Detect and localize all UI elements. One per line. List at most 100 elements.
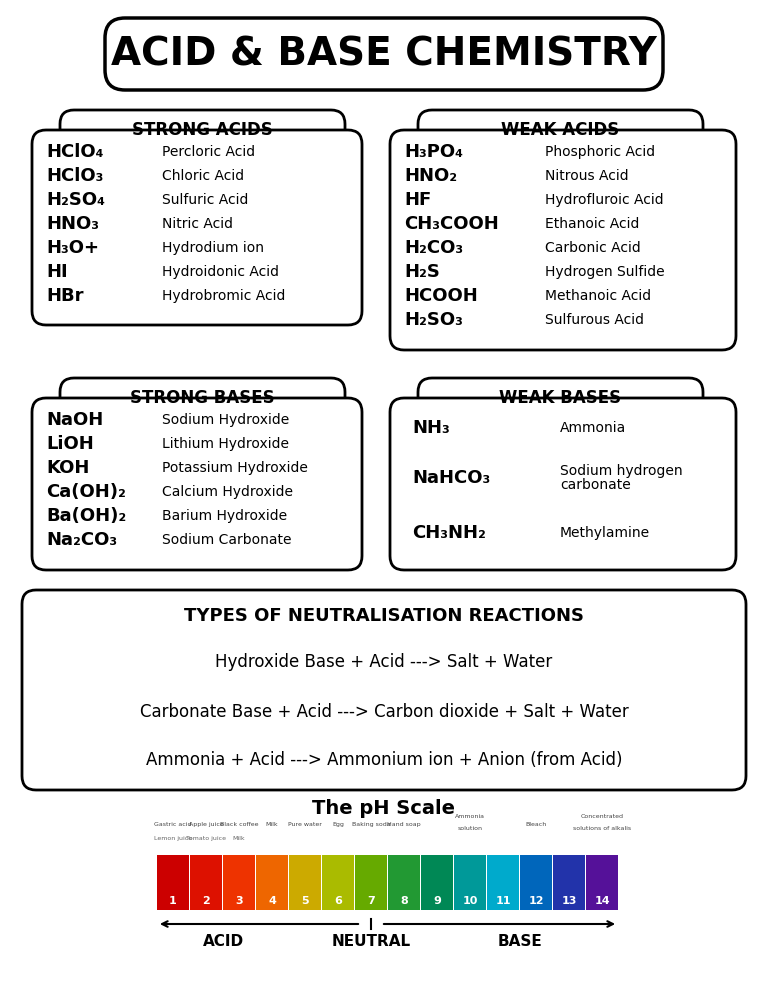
- Text: H₃O+: H₃O+: [46, 239, 99, 257]
- Text: Na₂CO₃: Na₂CO₃: [46, 531, 118, 549]
- Text: Phosphoric Acid: Phosphoric Acid: [545, 145, 655, 159]
- FancyBboxPatch shape: [256, 855, 288, 910]
- Text: WEAK ACIDS: WEAK ACIDS: [502, 121, 620, 139]
- Text: WEAK BASES: WEAK BASES: [499, 389, 621, 407]
- Text: 4: 4: [268, 896, 276, 906]
- Text: 3: 3: [235, 896, 243, 906]
- Text: 7: 7: [367, 896, 375, 906]
- Text: 9: 9: [433, 896, 441, 906]
- Text: Carbonic Acid: Carbonic Acid: [545, 241, 641, 255]
- Text: Ethanoic Acid: Ethanoic Acid: [545, 217, 640, 231]
- FancyBboxPatch shape: [487, 855, 519, 910]
- Text: Ammonia + Acid ---> Ammonium ion + Anion (from Acid): Ammonia + Acid ---> Ammonium ion + Anion…: [146, 751, 622, 769]
- Text: solution: solution: [458, 826, 482, 831]
- FancyBboxPatch shape: [223, 855, 255, 910]
- Text: Hand soap: Hand soap: [387, 822, 421, 827]
- FancyBboxPatch shape: [60, 378, 345, 418]
- FancyBboxPatch shape: [60, 110, 345, 150]
- Text: Barium Hydroxide: Barium Hydroxide: [162, 509, 287, 523]
- Text: HClO₄: HClO₄: [46, 143, 104, 161]
- Text: TYPES OF NEUTRALISATION REACTIONS: TYPES OF NEUTRALISATION REACTIONS: [184, 607, 584, 625]
- FancyBboxPatch shape: [418, 378, 703, 418]
- Text: Milk: Milk: [233, 836, 245, 841]
- Text: Potassium Hydroxide: Potassium Hydroxide: [162, 461, 308, 475]
- Text: 6: 6: [334, 896, 342, 906]
- Text: Calcium Hydroxide: Calcium Hydroxide: [162, 485, 293, 499]
- Text: Chloric Acid: Chloric Acid: [162, 169, 244, 183]
- FancyBboxPatch shape: [388, 855, 420, 910]
- FancyBboxPatch shape: [586, 855, 618, 910]
- Text: Carbonate Base + Acid ---> Carbon dioxide + Salt + Water: Carbonate Base + Acid ---> Carbon dioxid…: [140, 703, 628, 721]
- Text: HClO₃: HClO₃: [46, 167, 104, 185]
- Text: H₂S: H₂S: [404, 263, 440, 281]
- Text: NEUTRAL: NEUTRAL: [332, 934, 411, 949]
- Text: Baking soda: Baking soda: [352, 822, 390, 827]
- FancyBboxPatch shape: [520, 855, 552, 910]
- Text: HCOOH: HCOOH: [404, 287, 478, 305]
- FancyBboxPatch shape: [553, 855, 585, 910]
- Text: Milk: Milk: [266, 822, 278, 827]
- Text: 11: 11: [495, 896, 511, 906]
- Text: Percloric Acid: Percloric Acid: [162, 145, 255, 159]
- Text: 13: 13: [561, 896, 577, 906]
- Text: Black coffee: Black coffee: [220, 822, 258, 827]
- Text: HI: HI: [46, 263, 68, 281]
- FancyBboxPatch shape: [289, 855, 321, 910]
- Text: Sulfurous Acid: Sulfurous Acid: [545, 313, 644, 327]
- Text: Hydroxide Base + Acid ---> Salt + Water: Hydroxide Base + Acid ---> Salt + Water: [215, 653, 553, 671]
- Text: 12: 12: [528, 896, 544, 906]
- Text: H₂SO₃: H₂SO₃: [404, 311, 463, 329]
- Text: 10: 10: [462, 896, 478, 906]
- Text: HNO₂: HNO₂: [404, 167, 457, 185]
- Text: Hydroidonic Acid: Hydroidonic Acid: [162, 265, 279, 279]
- FancyBboxPatch shape: [105, 18, 663, 90]
- Text: 8: 8: [400, 896, 408, 906]
- FancyBboxPatch shape: [322, 855, 354, 910]
- Text: HF: HF: [404, 191, 432, 209]
- Text: Ba(OH)₂: Ba(OH)₂: [46, 507, 126, 525]
- Text: NH₃: NH₃: [412, 419, 450, 437]
- Text: Nitric Acid: Nitric Acid: [162, 217, 233, 231]
- Text: Pure water: Pure water: [288, 822, 322, 827]
- Text: Hydrodium ion: Hydrodium ion: [162, 241, 264, 255]
- Text: The pH Scale: The pH Scale: [313, 798, 455, 817]
- Text: Apple juice: Apple juice: [189, 822, 223, 827]
- Text: Ammonia: Ammonia: [560, 421, 626, 435]
- Text: H₂SO₄: H₂SO₄: [46, 191, 105, 209]
- Text: ACID: ACID: [203, 934, 243, 949]
- Text: Nitrous Acid: Nitrous Acid: [545, 169, 629, 183]
- Text: Gastric acid: Gastric acid: [154, 822, 192, 827]
- FancyBboxPatch shape: [22, 590, 746, 790]
- Text: Sodium hydrogen: Sodium hydrogen: [560, 464, 683, 478]
- Text: Hydrofluroic Acid: Hydrofluroic Acid: [545, 193, 664, 207]
- Text: solutions of alkalis: solutions of alkalis: [573, 826, 631, 831]
- Text: 14: 14: [594, 896, 610, 906]
- Text: Concentrated: Concentrated: [581, 814, 624, 819]
- FancyBboxPatch shape: [190, 855, 222, 910]
- Text: NaHCO₃: NaHCO₃: [412, 469, 490, 487]
- Text: carbonate: carbonate: [560, 478, 631, 492]
- Text: NaOH: NaOH: [46, 411, 103, 429]
- Text: HNO₃: HNO₃: [46, 215, 99, 233]
- Text: CH₃COOH: CH₃COOH: [404, 215, 498, 233]
- Text: Sodium Hydroxide: Sodium Hydroxide: [162, 413, 290, 427]
- Text: Sodium Carbonate: Sodium Carbonate: [162, 533, 292, 547]
- Text: H₃PO₄: H₃PO₄: [404, 143, 463, 161]
- Text: Egg: Egg: [332, 822, 344, 827]
- Text: Ammonia: Ammonia: [455, 814, 485, 819]
- FancyBboxPatch shape: [454, 855, 486, 910]
- FancyBboxPatch shape: [390, 130, 736, 350]
- Text: Bleach: Bleach: [525, 822, 547, 827]
- Text: ACID & BASE CHEMISTRY: ACID & BASE CHEMISTRY: [111, 35, 657, 73]
- Text: STRONG ACIDS: STRONG ACIDS: [132, 121, 273, 139]
- Text: BASE: BASE: [498, 934, 542, 949]
- Text: Sulfuric Acid: Sulfuric Acid: [162, 193, 248, 207]
- Text: Ca(OH)₂: Ca(OH)₂: [46, 483, 126, 501]
- Text: 2: 2: [202, 896, 210, 906]
- Text: 5: 5: [301, 896, 309, 906]
- Text: KOH: KOH: [46, 459, 89, 477]
- Text: CH₃NH₂: CH₃NH₂: [412, 524, 486, 542]
- FancyBboxPatch shape: [390, 398, 736, 570]
- FancyBboxPatch shape: [355, 855, 387, 910]
- Text: HBr: HBr: [46, 287, 84, 305]
